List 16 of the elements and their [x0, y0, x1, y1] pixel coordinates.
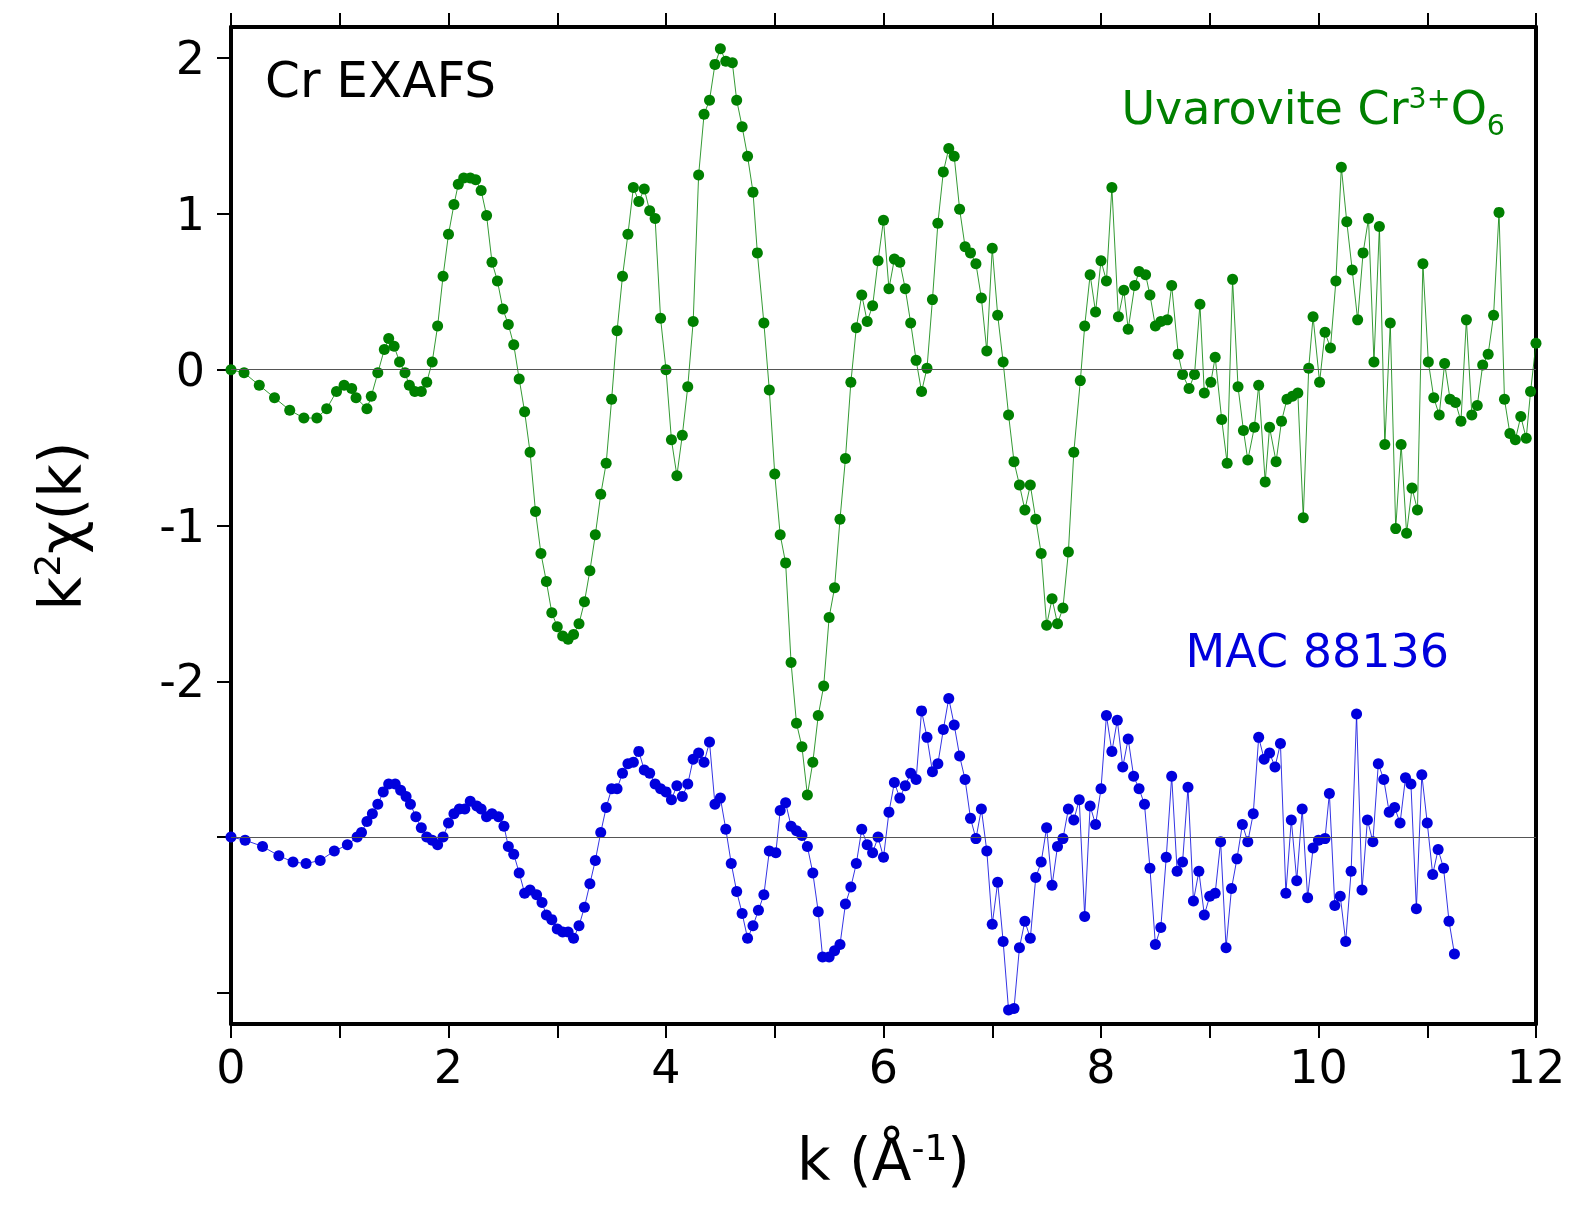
x-tick-label: 10 — [1289, 1040, 1348, 1094]
x-axis-title: k (Å$^{-1}$) — [797, 1126, 970, 1195]
series-label: Uvarovite Cr$^{3+}$O$_{6}$ — [1121, 81, 1505, 142]
y-tick-label: -2 — [159, 654, 205, 709]
y-tick-label: 1 — [175, 186, 205, 241]
y-tick-label: 2 — [175, 31, 205, 86]
x-tick-label: 0 — [216, 1040, 246, 1094]
x-tick-label: 2 — [433, 1040, 464, 1094]
x-tick-label: 12 — [1506, 1040, 1566, 1094]
annotation: Cr EXAFS — [265, 51, 497, 109]
y-tick-label: -1 — [159, 498, 205, 553]
x-tick-label: 4 — [651, 1040, 681, 1094]
series-label: MAC 88136 — [1185, 624, 1449, 678]
x-tick-label: 6 — [868, 1040, 899, 1094]
x-tick-label: 8 — [1086, 1040, 1116, 1094]
y-tick-label: 0 — [175, 342, 205, 397]
